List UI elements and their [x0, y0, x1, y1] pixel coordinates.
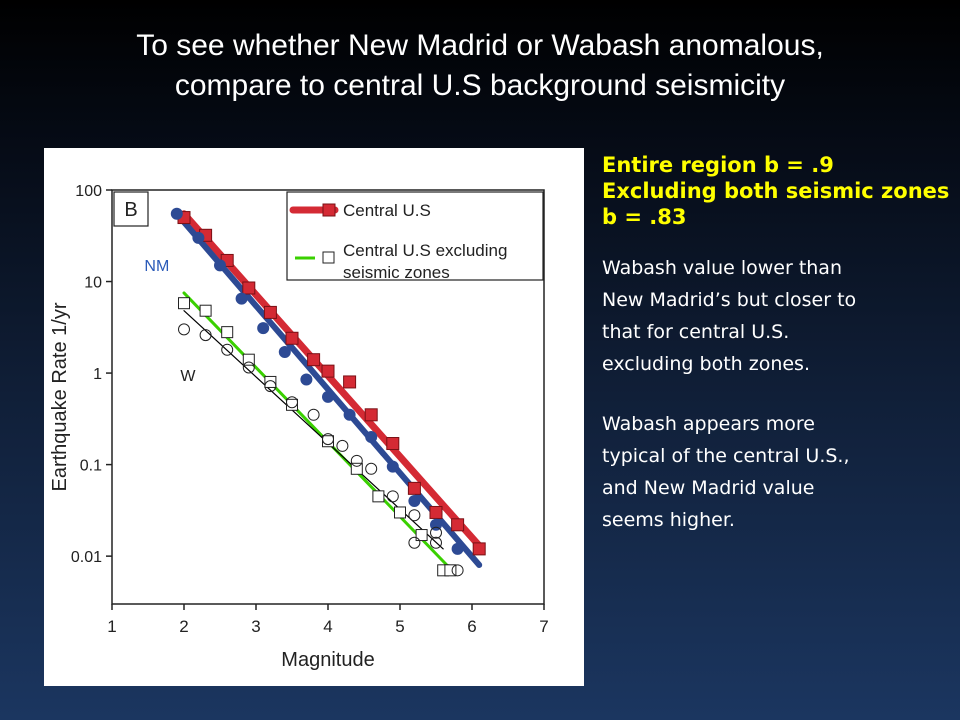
fit-line: [173, 210, 483, 569]
data-point: [221, 343, 234, 356]
data-point: [257, 322, 270, 335]
highlight-line-3: b = .83: [602, 205, 687, 229]
data-point: [364, 408, 378, 422]
x-tick-label: 2: [179, 617, 188, 636]
x-tick-label: 6: [467, 617, 476, 636]
data-point: [286, 398, 298, 411]
data-point: [386, 490, 399, 503]
y-tick-label: 100: [75, 183, 102, 200]
data-point: [372, 490, 385, 503]
data-point: [336, 439, 349, 452]
data-point: [264, 380, 277, 393]
data-point: [307, 353, 321, 367]
data-point: [407, 481, 421, 495]
paragraph-1-line-4: excluding both zones.: [602, 353, 810, 375]
y-tick-label: 1: [93, 366, 102, 383]
data-point: [300, 373, 313, 386]
data-point: [365, 462, 378, 475]
nm-annotation: NM: [144, 258, 169, 275]
x-axis-label: Magnitude: [281, 649, 374, 671]
highlight-line-1: Entire region b = .9: [602, 153, 834, 177]
data-point: [430, 536, 442, 549]
data-point: [235, 292, 248, 305]
y-tick-label: 0.1: [80, 458, 102, 475]
fit-line: [180, 210, 483, 550]
data-point: [322, 390, 334, 403]
x-tick-label: 4: [323, 617, 332, 636]
data-point: [264, 375, 277, 388]
data-point: [221, 326, 234, 339]
data-point: [170, 207, 183, 220]
data-point: [472, 542, 486, 556]
data-point: [430, 526, 442, 539]
title-line-2: compare to central U.S background seismi…: [174, 69, 786, 102]
data-point: [214, 259, 226, 272]
paragraph-2-line-4: seems higher.: [602, 509, 735, 531]
data-point: [286, 396, 298, 409]
y-axis-label: Earthquake Rate 1/yr: [49, 302, 71, 491]
data-point: [451, 564, 464, 577]
slide-title: To see whether New Madrid or Wabash anom…: [20, 26, 940, 106]
data-point: [386, 460, 399, 473]
data-point: [444, 564, 457, 577]
chart-panel: 1 2 3 4 5 6 7 100 10 1 0.1 0.01 Magnitude Earthquake …: [44, 148, 584, 686]
data-point: [199, 304, 212, 317]
data-point: [307, 408, 320, 421]
legend-marker: [322, 203, 336, 217]
data-point: [242, 281, 256, 295]
data-point: [350, 462, 363, 475]
x-tick-label: 7: [539, 617, 548, 636]
side-text: Entire region b = .9 Excluding both seis…: [602, 152, 952, 536]
w-annotation: W: [180, 368, 196, 385]
paragraph-1-line-1: Wabash value lower than: [602, 257, 842, 279]
data-point: [408, 536, 421, 549]
x-tick-label: 3: [251, 617, 260, 636]
data-point: [321, 364, 335, 378]
x-tick-label: 5: [395, 617, 404, 636]
panel-label: B: [124, 199, 137, 221]
data-point: [278, 345, 291, 358]
paragraph-1-line-3: that for central U.S.: [602, 321, 790, 343]
data-point: [386, 437, 400, 451]
data-point: [192, 231, 205, 244]
paragraph-1-line-2: New Madrid’s but closer to: [602, 289, 857, 311]
data-point: [199, 329, 212, 342]
fit-line: [182, 291, 449, 567]
paragraph-2-line-2: typical of the central U.S.,: [602, 445, 850, 467]
data-point: [343, 375, 357, 389]
data-point: [242, 353, 255, 366]
data-point: [350, 454, 363, 467]
data-point: [263, 305, 277, 319]
data-point: [429, 505, 443, 519]
magnitude-rate-chart: 1 2 3 4 5 6 7 100 10 1 0.1 0.01 Magnitude Earthquake …: [49, 183, 549, 671]
panel-label-box: [113, 191, 149, 227]
data-point: [451, 542, 464, 555]
legend-marker: [322, 251, 335, 264]
data-point: [394, 506, 406, 519]
data-point: [408, 495, 421, 508]
y-tick-label: 10: [84, 275, 102, 292]
data-point: [415, 529, 428, 542]
legend-label: seismic zones: [343, 263, 450, 282]
data-point: [408, 509, 421, 522]
data-point: [285, 331, 299, 345]
y-tick-label: 0.01: [71, 549, 102, 566]
data-point: [451, 518, 465, 532]
x-tick-label: 1: [107, 617, 116, 636]
legend-label: Central U.S: [343, 201, 431, 220]
data-point: [365, 431, 378, 444]
legend-label: Central U.S excluding: [343, 241, 507, 260]
data-point: [178, 297, 190, 310]
highlight-line-2: Excluding both seismic zones: [602, 179, 950, 203]
data-point: [343, 408, 356, 421]
title-line-1: To see whether New Madrid or Wabash anom…: [136, 29, 824, 62]
data-point: [242, 361, 255, 374]
data-point: [178, 323, 190, 336]
paragraph-2-line-1: Wabash appears more: [602, 413, 815, 435]
data-point: [322, 433, 334, 446]
paragraph-2-line-3: and New Madrid value: [602, 477, 815, 499]
